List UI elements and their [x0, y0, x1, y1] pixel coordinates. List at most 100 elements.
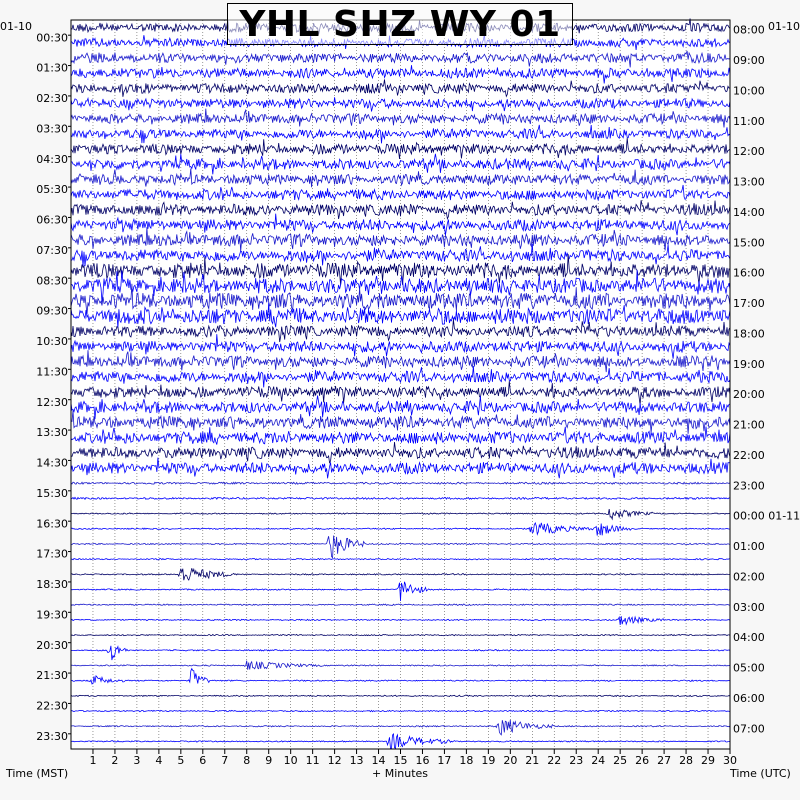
right-time-label: 13:00	[733, 176, 765, 189]
trace-row	[70, 426, 731, 445]
x-tick-label: 10	[284, 754, 298, 767]
trace-row	[70, 365, 731, 388]
right-time-label: 18:00	[733, 327, 765, 340]
x-tick-label: 11	[306, 754, 320, 767]
right-time-label: 04:00	[733, 631, 765, 644]
left-time-label: 00:30	[36, 31, 68, 44]
trace-row	[70, 441, 731, 464]
x-tick-label: 1	[89, 754, 96, 767]
x-tick-label: 28	[679, 754, 693, 767]
x-tick-label: 8	[243, 754, 250, 767]
trace-row	[70, 153, 731, 175]
x-tick-label: 7	[221, 754, 228, 767]
trace-row	[70, 522, 731, 536]
trace-row	[70, 457, 731, 479]
left-time-label: 09:30	[36, 305, 68, 318]
x-tick-label: 17	[437, 754, 451, 767]
trace-row	[70, 509, 731, 521]
x-tick-label: 16	[415, 754, 429, 767]
trace-row	[70, 334, 731, 359]
x-tick-label: 2	[111, 754, 118, 767]
trace-row	[70, 667, 731, 685]
right-time-label: 11:00	[733, 115, 765, 128]
left-time-label: 19:30	[36, 608, 68, 621]
trace-row	[70, 660, 731, 670]
x-tick-label: 25	[613, 754, 627, 767]
trace-row	[70, 79, 731, 98]
trace-row	[70, 481, 731, 485]
left-time-label: 23:30	[36, 730, 68, 743]
right-time-label: 20:00	[733, 388, 765, 401]
left-time-label: 21:30	[36, 669, 68, 682]
trace-row	[70, 633, 731, 637]
right-time-label: 09:00	[733, 54, 765, 67]
trace-row	[70, 615, 731, 626]
trace-row	[70, 395, 731, 420]
left-time-label: 12:30	[36, 396, 68, 409]
trace-row	[70, 302, 731, 329]
left-time-label: 15:30	[36, 487, 68, 500]
x-tick-label: 13	[350, 754, 364, 767]
left-time-label: 16:30	[36, 517, 68, 530]
x-tick-label: 20	[503, 754, 517, 767]
left-time-label: 06:30	[36, 214, 68, 227]
trace-row	[71, 709, 731, 713]
right-time-label: 15:00	[733, 236, 765, 249]
x-tick-group: 1 2 3 4 5 6 7 8 9 10 11 12 13 14 15 16 17 18 19 20 21 22 23 24 2…	[89, 749, 737, 767]
x-axis-label: + Minutes	[372, 767, 429, 780]
x-tick-label: 9	[265, 754, 272, 767]
right-time-label: 05:00	[733, 662, 765, 675]
right-time-label: 10:00	[733, 84, 765, 97]
left-time-label: 10:30	[36, 335, 68, 348]
x-tick-label: 4	[155, 754, 162, 767]
x-tick-label: 3	[133, 754, 140, 767]
left-time-label: 14:30	[36, 457, 68, 470]
trace-row	[70, 213, 731, 236]
x-tick-label: 5	[177, 754, 184, 767]
left-time-label: 02:30	[36, 92, 68, 105]
trace-row	[70, 535, 731, 559]
left-time-label: 13:30	[36, 426, 68, 439]
left-time-label: 18:30	[36, 578, 68, 591]
right-date-label: 01-10	[768, 20, 800, 33]
left-time-label: 08:30	[36, 274, 68, 287]
trace-row	[70, 124, 731, 144]
left-time-label: 22:30	[36, 700, 68, 713]
x-tick-label: 12	[328, 754, 342, 767]
trace-row	[70, 243, 731, 267]
right-time-label: 02:00	[733, 570, 765, 583]
trace-row	[70, 694, 731, 698]
trace-row	[70, 108, 731, 128]
trace-row	[70, 65, 731, 84]
x-tick-label: 22	[547, 754, 561, 767]
trace-row	[70, 283, 731, 315]
right-time-label: 07:00	[733, 722, 765, 735]
right-time-label: 12:00	[733, 145, 765, 158]
trace-row	[70, 137, 731, 160]
right-time-label: 01:00	[733, 540, 765, 553]
trace-row	[70, 254, 731, 286]
right-time-label: 23:00	[733, 479, 765, 492]
x-tick-label: 14	[372, 754, 386, 767]
left-axis-label: Time (MST)	[6, 767, 69, 780]
trace-row	[70, 227, 731, 252]
trace-row	[70, 603, 730, 606]
left-time-label: 11:30	[36, 365, 68, 378]
trace-row	[70, 410, 731, 434]
x-tick-label: 30	[723, 754, 737, 767]
trace-row	[70, 350, 731, 373]
trace-row	[71, 581, 731, 602]
right-time-label: 19:00	[733, 358, 765, 371]
right-time-label: 00:00 01-11	[733, 510, 800, 523]
left-time-label: 03:30	[36, 122, 68, 135]
left-time-label: 07:30	[36, 244, 68, 257]
x-tick-label: 23	[569, 754, 583, 767]
x-tick-label: 29	[701, 754, 715, 767]
left-time-label: 04:30	[36, 153, 68, 166]
left-time-label: 20:30	[36, 639, 68, 652]
right-time-label: 14:00	[733, 206, 765, 219]
left-date-label: 01-10	[0, 20, 32, 33]
left-time-label: 01:30	[36, 62, 68, 75]
